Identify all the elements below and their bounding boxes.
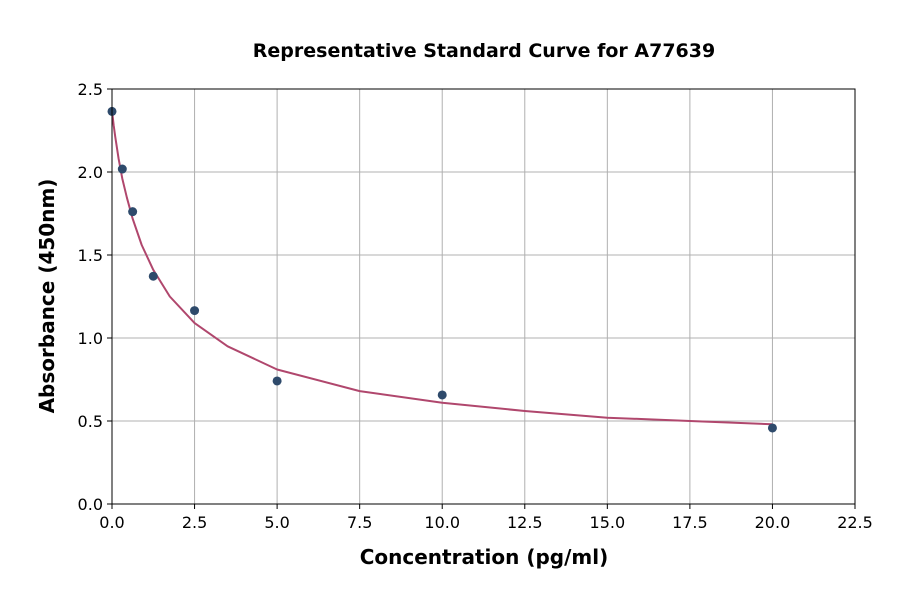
data-point [272, 376, 282, 386]
data-point [437, 390, 447, 400]
y-tick-label: 1.0 [78, 329, 103, 348]
x-tick-label: 20.0 [755, 513, 791, 532]
x-axis-label: Concentration (pg/ml) [360, 545, 609, 569]
x-tick-label: 10.0 [424, 513, 460, 532]
x-tick-label: 5.0 [264, 513, 289, 532]
y-tick-label: 2.5 [78, 80, 103, 99]
y-axis-label: Absorbance (450nm) [35, 179, 59, 414]
fit-curve-line [111, 110, 773, 426]
x-tick-label: 12.5 [507, 513, 543, 532]
data-point [190, 306, 200, 316]
grid [111, 88, 856, 505]
data-point [148, 271, 158, 281]
y-tick-label: 0.0 [78, 495, 103, 514]
data-point [117, 164, 127, 174]
y-tick-label: 0.5 [78, 412, 103, 431]
chart-title: Representative Standard Curve for A77639 [253, 40, 715, 62]
x-tick-label: 22.5 [837, 513, 873, 532]
x-tick-label: 0.0 [99, 513, 124, 532]
data-point [128, 207, 138, 217]
x-tick-label: 7.5 [347, 513, 372, 532]
y-tick-label: 2.0 [78, 163, 103, 182]
data-points-layer [107, 106, 777, 433]
data-point [767, 423, 777, 433]
x-tick-label: 15.0 [590, 513, 626, 532]
y-axis-ticks: 0.0 0.5 1.0 1.5 2.0 2.5 [78, 80, 112, 514]
fit-curve-layer [111, 110, 773, 426]
x-tick-label: 17.5 [672, 513, 708, 532]
plot-frame [111, 88, 856, 505]
x-axis-ticks: 0.0 2.5 5.0 7.5 10.0 12.5 15.0 17.5 20.0 22.5 [99, 504, 873, 532]
y-tick-label: 1.5 [78, 246, 103, 265]
x-tick-label: 2.5 [182, 513, 207, 532]
